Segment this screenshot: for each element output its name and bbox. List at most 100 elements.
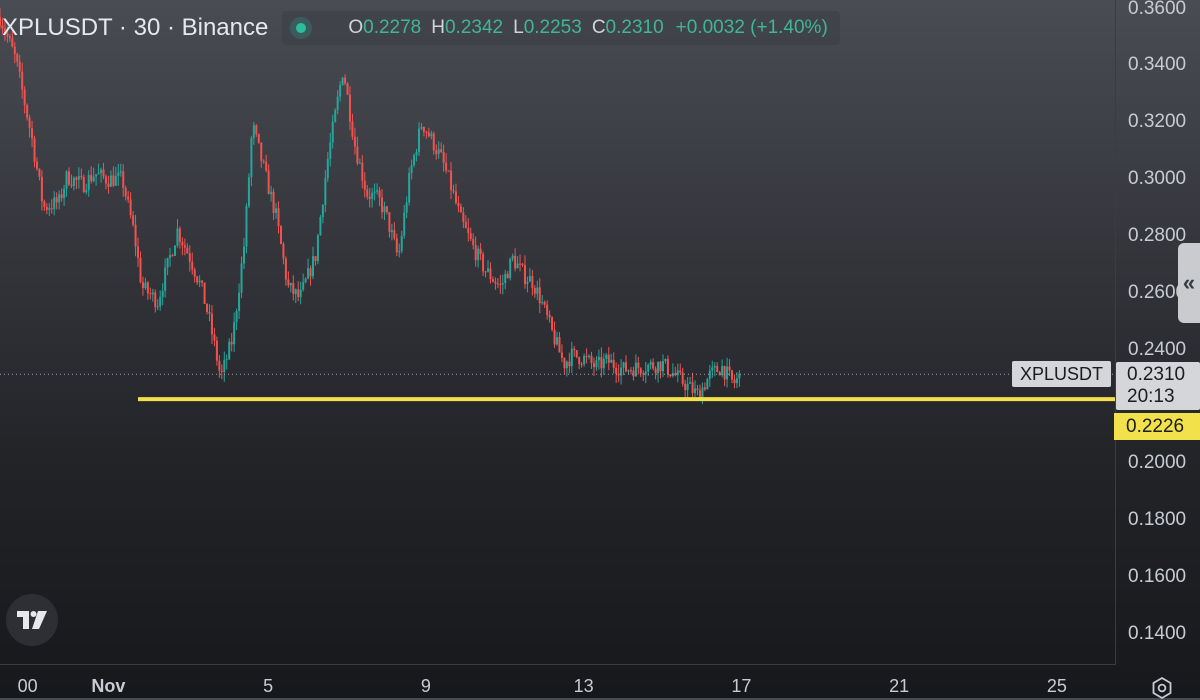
candle-body xyxy=(713,365,716,368)
candle-body xyxy=(417,128,420,153)
candle xyxy=(75,176,78,189)
candle-body xyxy=(506,273,509,279)
price-tick-label: 0.2800 xyxy=(1128,224,1187,246)
candle-body xyxy=(336,96,339,110)
candle-body xyxy=(634,362,637,377)
side-panel-toggle-button[interactable]: « xyxy=(1178,243,1200,323)
candle-body xyxy=(294,289,297,294)
candle xyxy=(410,159,413,180)
candle-body xyxy=(649,362,652,365)
candle-body xyxy=(602,359,605,369)
candle-body xyxy=(297,289,300,298)
candle-body xyxy=(314,256,317,261)
candle-body xyxy=(612,359,615,368)
candle-body xyxy=(13,46,16,54)
market-open-dot xyxy=(296,23,307,33)
candle xyxy=(521,263,524,267)
tradingview-logo[interactable] xyxy=(6,594,58,646)
candle xyxy=(405,196,408,219)
candle xyxy=(496,278,499,289)
candle-body xyxy=(647,364,650,372)
candle-body xyxy=(514,255,517,269)
candle xyxy=(208,304,211,322)
candle-body xyxy=(8,36,11,39)
candle xyxy=(681,367,684,387)
candle-body xyxy=(504,273,507,283)
candle-body xyxy=(528,276,531,282)
candle-body xyxy=(674,372,677,376)
candle-body xyxy=(637,362,640,369)
candle xyxy=(605,352,608,364)
candle xyxy=(119,163,122,177)
candle-body xyxy=(403,212,406,236)
candle xyxy=(689,376,692,384)
candle xyxy=(516,256,519,269)
candle-body xyxy=(277,208,280,227)
candle-body xyxy=(220,370,223,372)
candle xyxy=(257,133,260,144)
candle-body xyxy=(691,382,694,394)
price-tick-label: 0.1600 xyxy=(1128,566,1187,588)
candle xyxy=(422,126,425,137)
candle-body xyxy=(250,138,253,178)
time-tick-label: 13 xyxy=(573,676,594,696)
candle-body xyxy=(388,212,391,232)
candle-body xyxy=(169,255,172,258)
tradingview-logo-icon xyxy=(17,611,47,629)
candle-body xyxy=(26,105,29,118)
candle xyxy=(63,184,66,206)
candle-body xyxy=(206,303,209,313)
candle-body xyxy=(413,155,416,166)
candle xyxy=(341,76,344,86)
candle xyxy=(597,349,600,370)
candle xyxy=(102,162,105,180)
candle-body xyxy=(213,334,216,341)
candle xyxy=(243,237,246,270)
candle xyxy=(733,374,736,389)
candle-body xyxy=(721,366,724,376)
candle xyxy=(154,289,157,313)
candle xyxy=(570,341,573,373)
symbol-title[interactable]: XPLUSDT · 30 · Binance xyxy=(2,14,269,41)
candle-body xyxy=(661,361,664,372)
candle-body xyxy=(615,367,618,374)
price-chart[interactable] xyxy=(0,0,1116,664)
candle xyxy=(141,276,144,296)
candle-body xyxy=(543,302,546,305)
candle xyxy=(176,219,179,248)
candle xyxy=(134,214,137,257)
candle xyxy=(90,166,93,184)
candle-body xyxy=(381,197,384,213)
candle-body xyxy=(240,263,243,293)
candle xyxy=(45,203,48,215)
time-axis-border xyxy=(0,664,1116,665)
change-value: +0.0032 (+1.40%) xyxy=(675,17,828,38)
candle xyxy=(506,271,509,279)
candle-body xyxy=(112,175,115,186)
candle xyxy=(100,167,103,183)
candle-body xyxy=(430,133,433,137)
candle xyxy=(139,251,142,284)
market-status-icon[interactable] xyxy=(290,17,313,39)
candle xyxy=(573,345,576,357)
candle xyxy=(560,344,563,363)
candle xyxy=(528,268,531,282)
candle-body xyxy=(35,161,38,169)
close-label: C xyxy=(591,17,606,38)
settings-gear-icon[interactable] xyxy=(1150,676,1174,700)
candle-body xyxy=(65,171,68,189)
candle-body xyxy=(16,53,19,62)
candle-body xyxy=(373,191,376,193)
candle xyxy=(3,21,6,41)
candle xyxy=(77,167,80,189)
candle-body xyxy=(188,253,191,262)
candle-body xyxy=(134,224,137,247)
candle xyxy=(319,214,322,236)
candle-body xyxy=(580,364,583,366)
candle-body xyxy=(3,28,6,34)
candle xyxy=(279,225,282,245)
candle-body xyxy=(117,172,120,176)
candle xyxy=(72,176,75,191)
candle-body xyxy=(548,314,551,318)
candle xyxy=(716,362,719,373)
